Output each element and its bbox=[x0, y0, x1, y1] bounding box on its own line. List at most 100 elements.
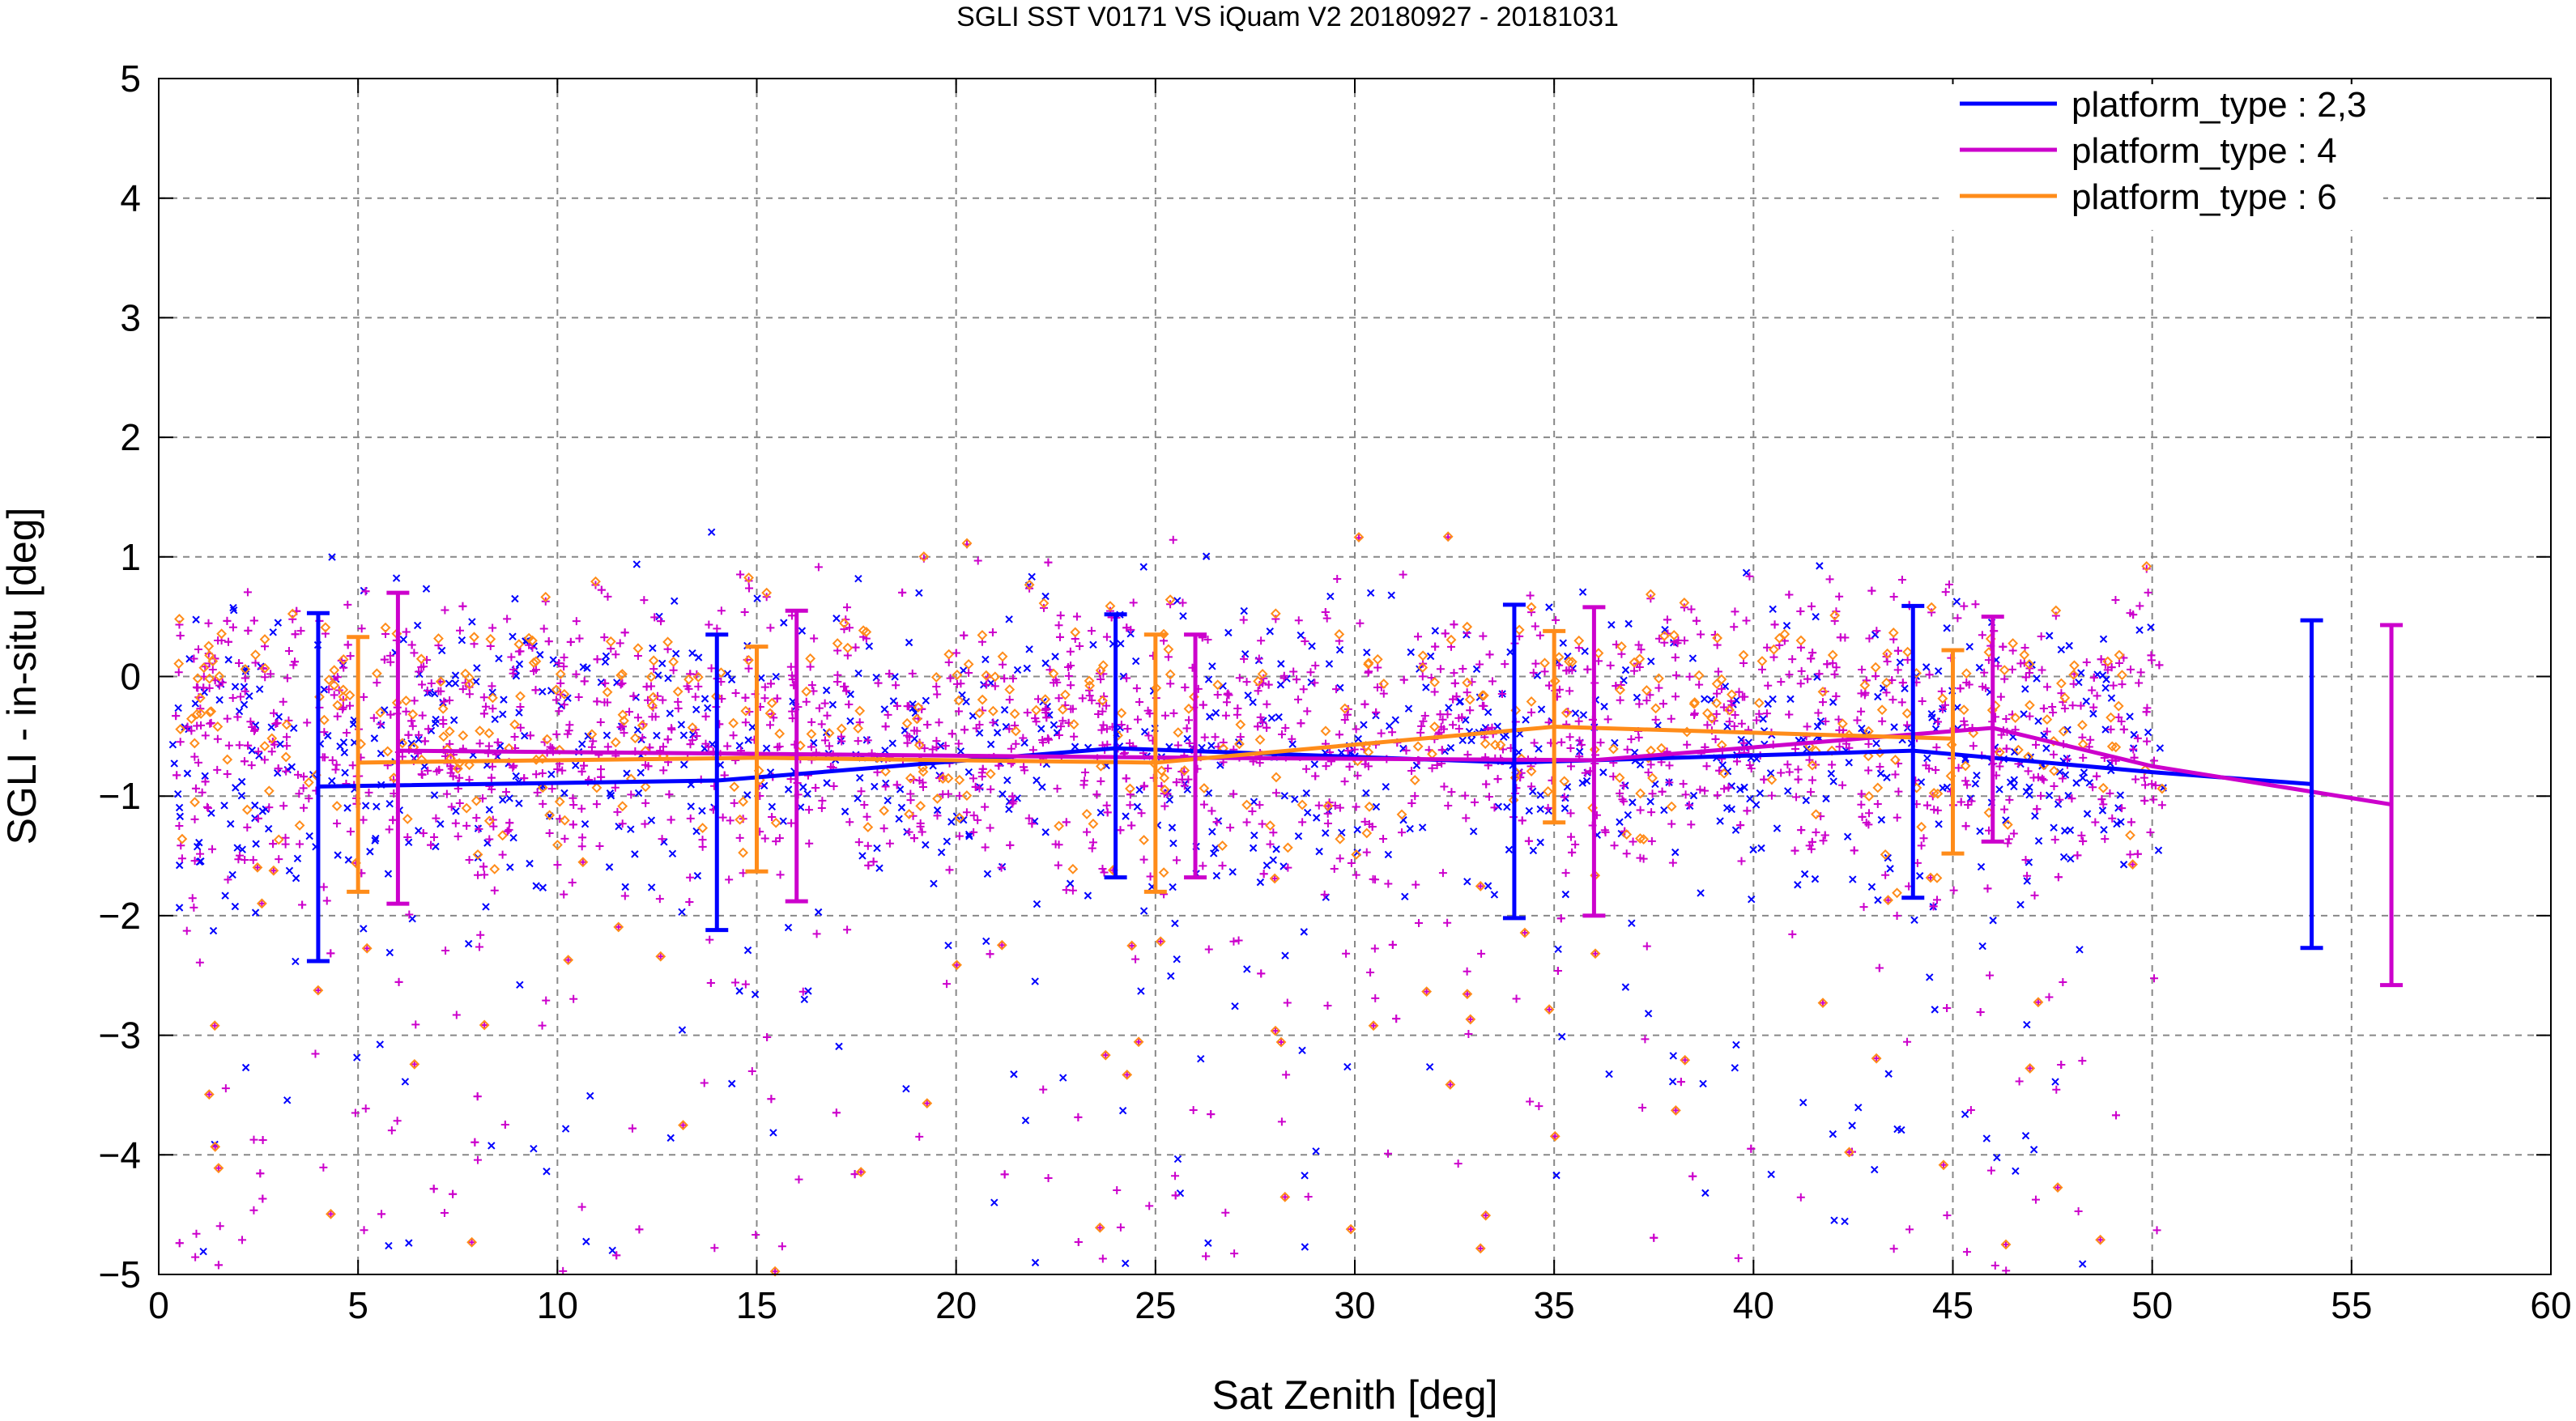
scatter-point bbox=[215, 696, 224, 704]
scatter-point bbox=[1803, 722, 1812, 731]
scatter-point bbox=[241, 687, 249, 696]
scatter-point bbox=[1526, 766, 1537, 776]
scatter-point bbox=[1628, 919, 1636, 927]
scatter-point bbox=[479, 794, 488, 803]
scatter-point bbox=[1551, 1132, 1560, 1141]
scatter-point bbox=[1830, 616, 1839, 625]
scatter-point bbox=[1738, 692, 1747, 701]
scatter-point bbox=[333, 673, 342, 682]
scatter-point bbox=[748, 723, 756, 731]
scatter-point bbox=[1567, 832, 1575, 841]
scatter-point bbox=[174, 668, 183, 677]
scatter-point bbox=[1458, 713, 1467, 721]
scatter-point bbox=[1836, 633, 1845, 642]
scatter-point bbox=[1713, 791, 1722, 800]
axis-ticks bbox=[158, 78, 2552, 1275]
scatter-point bbox=[743, 572, 754, 583]
scatter-point bbox=[997, 651, 1008, 662]
scatter-point bbox=[1465, 1014, 1476, 1025]
scatter-point bbox=[404, 838, 413, 847]
scatter-point bbox=[1747, 764, 1756, 773]
scatter-point bbox=[1601, 827, 1610, 836]
scatter-point bbox=[1526, 696, 1537, 707]
scatter-point bbox=[346, 652, 355, 661]
scatter-point bbox=[981, 843, 990, 852]
scatter-point bbox=[1644, 1010, 1653, 1018]
scatter-point bbox=[915, 589, 923, 598]
scatter-point bbox=[674, 704, 683, 713]
scatter-point bbox=[760, 694, 769, 703]
scatter-point bbox=[1169, 839, 1177, 848]
scatter-point bbox=[875, 864, 884, 872]
scatter-point bbox=[1727, 689, 1737, 700]
y-tick-label: −5 bbox=[99, 1253, 141, 1295]
scatter-point bbox=[713, 624, 722, 633]
scatter-point bbox=[1996, 692, 2005, 701]
scatter-point bbox=[1167, 972, 1175, 981]
scatter-point bbox=[1512, 994, 1521, 1003]
scatter-point bbox=[1330, 865, 1339, 874]
scatter-point bbox=[1454, 1159, 1463, 1168]
scatter-point bbox=[1009, 708, 1020, 720]
x-tick-label: 15 bbox=[736, 1284, 777, 1326]
scatter-point bbox=[1264, 680, 1273, 689]
scatter-point bbox=[2024, 700, 2035, 711]
scatter-point bbox=[1044, 735, 1053, 744]
scatter-point bbox=[1555, 685, 1564, 694]
scatter-point bbox=[1463, 989, 1471, 998]
scatter-point bbox=[380, 622, 391, 633]
scatter-point bbox=[1292, 675, 1301, 684]
scatter-point bbox=[1407, 798, 1416, 807]
scatter-point bbox=[1529, 846, 1538, 855]
scatter-point bbox=[1756, 656, 1768, 666]
scatter-point bbox=[864, 861, 873, 870]
scatter-point bbox=[1829, 658, 1837, 667]
scatter-point bbox=[1276, 681, 1285, 689]
scatter-point bbox=[283, 733, 292, 742]
scatter-point bbox=[1622, 849, 1631, 858]
scatter-point bbox=[1235, 719, 1246, 730]
scatter-point bbox=[1837, 718, 1848, 730]
scatter-point bbox=[2114, 649, 2125, 661]
scatter-point bbox=[516, 647, 525, 656]
scatter-point bbox=[214, 1261, 223, 1270]
y-tick-label: 5 bbox=[120, 57, 141, 100]
scatter-point bbox=[351, 1108, 360, 1117]
scatter-point bbox=[880, 705, 888, 713]
scatter-point bbox=[1663, 615, 1671, 624]
scatter-point bbox=[2002, 1266, 2011, 1275]
scatter-point bbox=[1917, 841, 1926, 850]
scatter-point bbox=[2054, 800, 2063, 808]
scatter-point bbox=[743, 946, 752, 955]
scatter-point bbox=[977, 694, 988, 705]
scatter-point bbox=[1343, 710, 1352, 719]
scatter-point bbox=[1891, 770, 1900, 779]
scatter-point bbox=[1730, 623, 1739, 632]
scatter-point bbox=[694, 682, 703, 691]
scatter-point bbox=[434, 687, 443, 696]
scatter-point bbox=[1163, 644, 1174, 655]
scatter-point bbox=[1301, 1172, 1309, 1180]
scatter-point bbox=[943, 980, 952, 989]
scatter-point bbox=[2048, 703, 2057, 712]
scatter-point bbox=[291, 630, 300, 639]
scatter-point bbox=[1821, 717, 1830, 725]
scatter-point bbox=[743, 791, 752, 799]
scatter-point bbox=[1248, 807, 1257, 816]
scatter-point bbox=[1764, 700, 1772, 708]
scatter-point bbox=[1216, 761, 1224, 769]
scatter-point bbox=[1791, 744, 1800, 753]
scatter-point bbox=[578, 740, 586, 748]
scatter-point bbox=[2126, 665, 2135, 674]
scatter-point bbox=[1054, 820, 1065, 832]
scatter-point bbox=[1748, 895, 1756, 904]
scatter-point bbox=[1808, 649, 1817, 657]
scatter-point bbox=[884, 796, 892, 805]
scatter-point bbox=[1797, 826, 1806, 835]
scatter-point bbox=[978, 764, 987, 773]
scatter-point bbox=[210, 1141, 221, 1152]
scatter-point bbox=[1952, 598, 1961, 606]
scatter-point bbox=[731, 689, 740, 698]
scatter-point bbox=[1322, 614, 1331, 623]
scatter-point bbox=[954, 707, 963, 716]
